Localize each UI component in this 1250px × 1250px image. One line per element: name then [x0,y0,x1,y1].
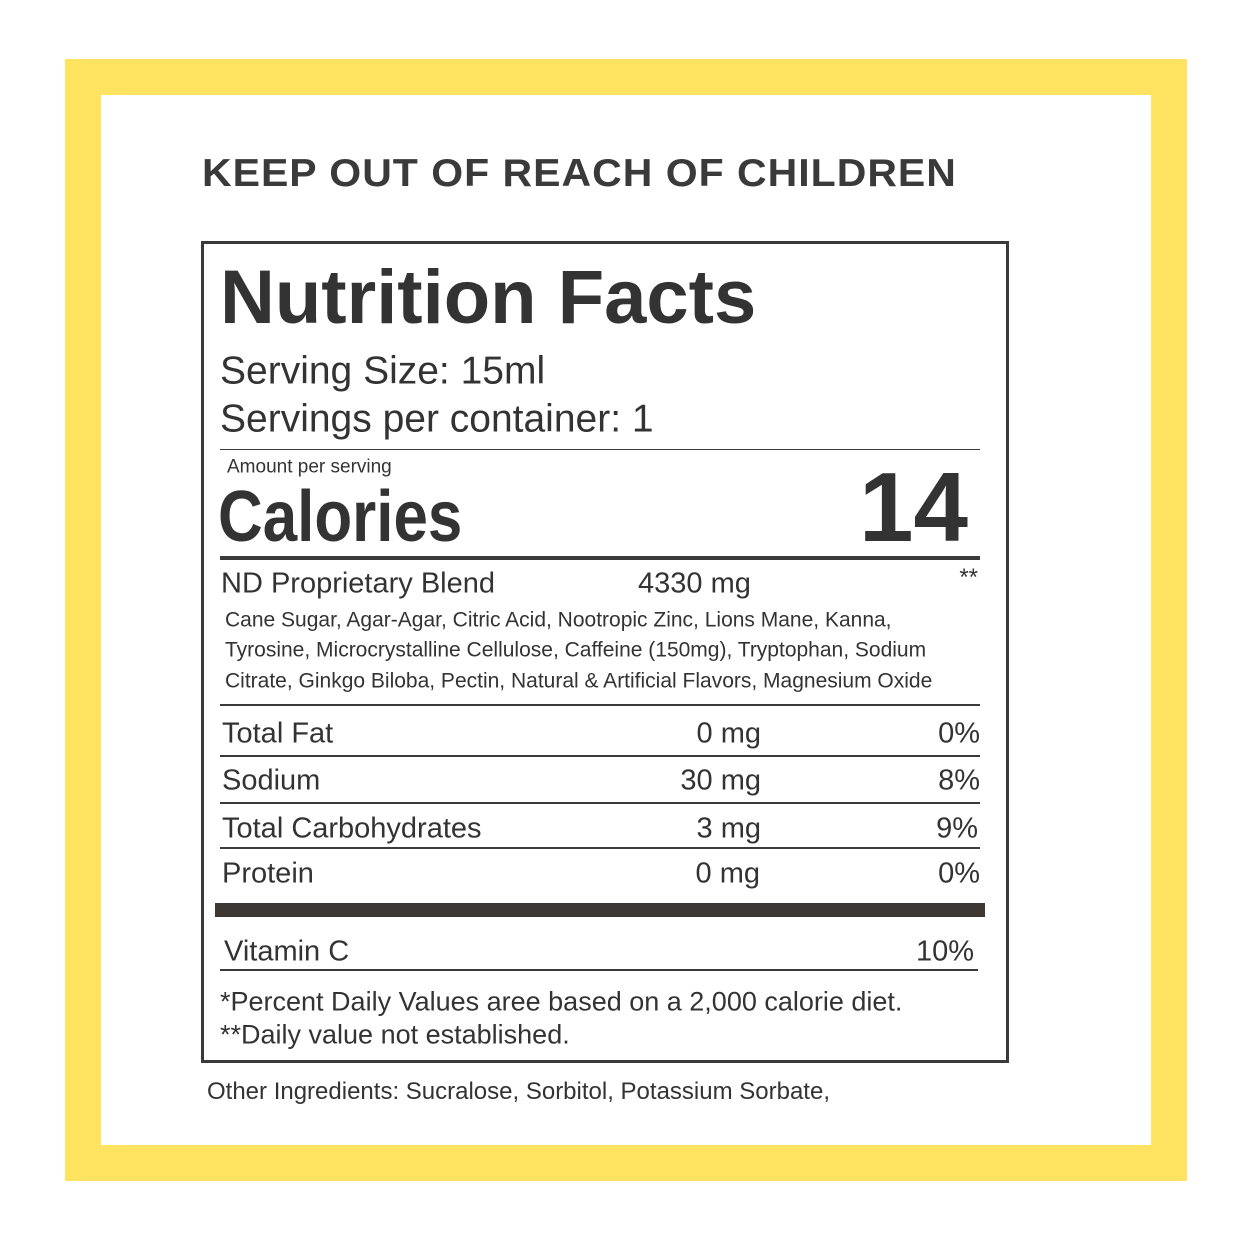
footnote: **Daily value not established. [220,1019,570,1050]
label-title: Nutrition Facts [220,255,757,340]
nutrient-name: Sodium [222,764,321,797]
nutrition-box [201,241,1009,1063]
divider [220,755,980,757]
divider [220,449,980,450]
divider [220,847,980,849]
ingredient-line: Cane Sugar, Agar-Agar, Citric Acid, Noot… [225,608,892,632]
ingredient-line: Citrate, Ginkgo Biloba, Pectin, Natural … [225,669,933,693]
divider [220,802,980,804]
divider [220,704,980,706]
nutrient-amount: 3 mg [696,812,761,845]
nutrient-daily-value: 0% [938,717,980,750]
other-ingredients: Other Ingredients: Sucralose, Sorbitol, … [207,1078,830,1105]
serving-size: Serving Size: 15ml [220,349,546,393]
nutrient-daily-value: 9% [936,812,978,845]
nutrient-amount: 0 mg [695,857,760,890]
amount-per-serving: Amount per serving [227,456,392,478]
divider [220,556,980,560]
yellow-frame [65,59,1187,1181]
ingredient-line: Tyrosine, Microcrystalline Cellulose, Ca… [225,638,927,662]
calories-value: 14 [858,452,968,562]
vitamin-daily-value: 10% [915,935,974,968]
servings-per-container: Servings per container: 1 [220,397,654,441]
nutrient-name: Total Carbohydrates [222,812,482,845]
calories-label: Calories [218,477,463,557]
nutrient-daily-value: 8% [938,764,980,797]
blend-amount: 4330 mg [638,567,751,600]
vitamin-name: Vitamin C [224,935,350,968]
nutrient-daily-value: 0% [938,857,980,890]
divider [220,969,978,971]
warning: KEEP OUT OF REACH OF CHILDREN [202,150,957,195]
nutrient-name: Total Fat [222,717,334,750]
footnote: *Percent Daily Values aree based on a 2,… [220,986,903,1017]
thick-bar [215,903,985,917]
nutrient-name: Protein [222,857,314,890]
nutrient-amount: 30 mg [680,764,761,797]
blend-name: ND Proprietary Blend [221,567,495,600]
blend-daily-value: ** [959,564,978,591]
nutrient-amount: 0 mg [696,717,761,750]
